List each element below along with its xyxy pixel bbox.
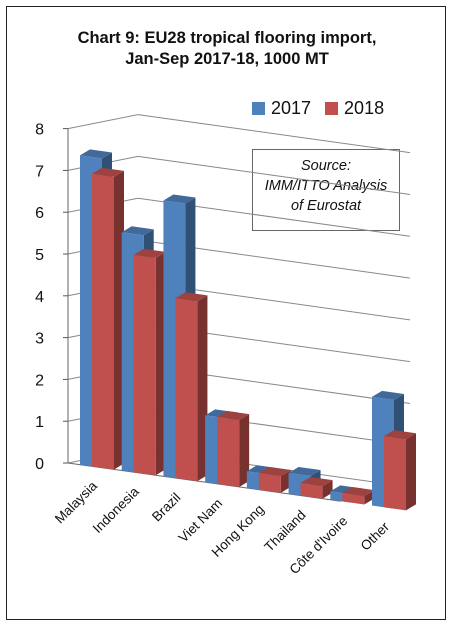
bar-2018-side: [406, 433, 416, 511]
y-tick-labels: 0 1 2 3 4 5 6 7 8: [35, 122, 44, 473]
x-axis: [67, 462, 341, 502]
chart-title: Chart 9: EU28 tropical flooring import, …: [0, 28, 454, 70]
bars: [80, 149, 416, 511]
bar-2018: [133, 254, 156, 476]
source-line-1: Source:: [301, 158, 351, 174]
x-tick-label: Malaysia: [52, 478, 101, 527]
bar-2018-top: [175, 292, 208, 302]
legend-swatch-2017: [252, 101, 265, 115]
grid-line: [137, 114, 411, 154]
chart-frame: [6, 6, 446, 620]
bar-2018-side: [197, 295, 208, 482]
legend: 2017 2018: [252, 96, 398, 120]
x-tick-label: Thailand: [261, 507, 308, 554]
y-tick-label: 5: [35, 247, 44, 264]
legend-label-2017: 2017: [271, 97, 312, 118]
y-tick-label: 0: [35, 456, 44, 473]
bar-2018: [175, 298, 198, 482]
bar-2018: [217, 417, 240, 487]
y-tick-label: 1: [35, 414, 44, 431]
grid-line-side: [67, 114, 139, 130]
legend-item-2018: 2018: [325, 98, 384, 119]
x-tick-label: Viet Nam: [176, 496, 226, 546]
y-tick-label: 8: [35, 122, 44, 139]
grid-line: [137, 155, 411, 195]
bar-2017-top: [121, 226, 154, 236]
bar-2018-top: [384, 430, 416, 440]
bar-2018-top: [133, 248, 166, 258]
bar-2018-side: [114, 170, 124, 470]
bar-2018-side: [280, 470, 291, 493]
bar-2017-top: [163, 194, 196, 204]
bar-2018: [342, 493, 365, 505]
y-tick-label: 7: [35, 163, 44, 180]
y-tick-label: 6: [35, 205, 44, 222]
legend-item-2017: 2017: [252, 98, 311, 119]
bar-2018: [384, 436, 406, 511]
y-tick-label: 3: [35, 331, 44, 348]
y-tick-label: 4: [35, 289, 44, 306]
source-annotation: Source: IMM/ITTO Analysis of Eurostat: [252, 149, 400, 231]
source-line-2: IMM/ITTO Analysis: [264, 178, 388, 194]
bar-2018-side: [364, 490, 375, 505]
bar-2018: [92, 173, 114, 470]
y-tick-label: 2: [35, 372, 44, 389]
bar-2018-top: [92, 167, 124, 177]
legend-label-2018: 2018: [344, 97, 385, 118]
bar-2018-side: [155, 251, 166, 476]
chart-title-line-2: Jan-Sep 2017-18, 1000 MT: [125, 50, 329, 68]
bar-2018-side: [239, 414, 250, 487]
bar-2018: [258, 473, 281, 493]
x-tick-label: Brazil: [149, 490, 183, 524]
bar-2018-top: [217, 411, 250, 421]
bar-2018-top: [258, 467, 291, 477]
x-tick-label: Other: [358, 519, 393, 554]
source-line-3: of Eurostat: [290, 198, 362, 214]
bar-2017-top: [80, 149, 112, 159]
chart-title-line-1: Chart 9: EU28 tropical flooring import,: [77, 29, 377, 47]
bar-2017-top: [288, 466, 321, 477]
bar-2018-top: [342, 487, 375, 497]
bar-2018: [300, 483, 323, 499]
bar-2017-top: [372, 390, 404, 400]
bar-2018-side: [322, 480, 333, 499]
x-tick-label: Indonesia: [90, 484, 142, 536]
legend-swatch-2018: [325, 101, 339, 115]
bar-2018-top: [300, 477, 333, 487]
